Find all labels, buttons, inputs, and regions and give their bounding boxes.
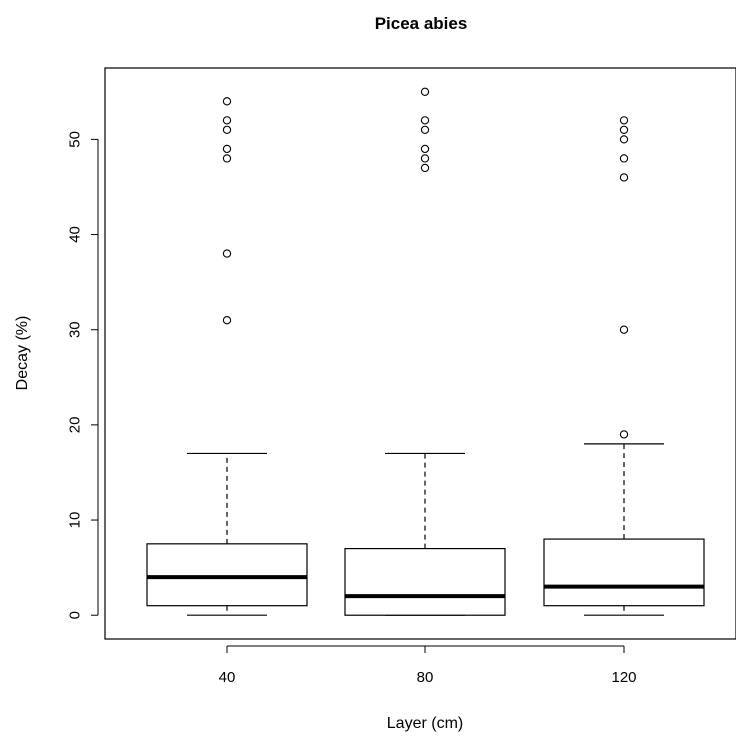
outlier-point bbox=[420, 154, 430, 163]
x-axis-label: Layer (cm) bbox=[387, 715, 463, 732]
x-tick-label: 80 bbox=[417, 669, 434, 686]
iqr-box bbox=[344, 547, 506, 616]
y-tick-label: 0 bbox=[67, 611, 84, 619]
outlier-point bbox=[619, 173, 629, 182]
outlier-point bbox=[619, 154, 629, 163]
y-axis-label: Decay (%) bbox=[14, 316, 31, 391]
x-tick-label: 40 bbox=[219, 669, 236, 686]
y-axis: 0 10 20 30 40 50 bbox=[67, 131, 99, 619]
outlier-point bbox=[222, 316, 232, 325]
y-tick-label: 40 bbox=[67, 226, 84, 243]
outlier-point bbox=[619, 325, 629, 334]
outlier-point bbox=[420, 87, 430, 96]
box-120 bbox=[543, 116, 705, 616]
box-40 bbox=[146, 97, 308, 616]
x-axis: 40 80 120 bbox=[219, 645, 637, 686]
iqr-box bbox=[543, 538, 705, 607]
outlier-point bbox=[619, 430, 629, 439]
outlier-point bbox=[420, 125, 430, 135]
outlier-point bbox=[222, 154, 232, 163]
y-tick-label: 30 bbox=[67, 321, 84, 338]
chart-title: Picea abies bbox=[375, 14, 468, 33]
y-tick-label: 20 bbox=[67, 417, 84, 434]
outlier-point bbox=[619, 125, 629, 135]
iqr-box bbox=[146, 543, 308, 607]
outlier-point bbox=[222, 249, 232, 258]
outlier-point bbox=[420, 116, 430, 125]
outlier-point bbox=[222, 125, 232, 135]
box-80 bbox=[344, 87, 506, 616]
outlier-point bbox=[222, 97, 232, 106]
outlier-point bbox=[619, 116, 629, 125]
outlier-point bbox=[420, 144, 430, 154]
x-tick-label: 120 bbox=[611, 669, 636, 686]
y-tick-label: 50 bbox=[67, 131, 84, 148]
outlier-point bbox=[420, 163, 430, 173]
outlier-point bbox=[619, 135, 629, 144]
y-tick-label: 10 bbox=[67, 512, 84, 529]
outlier-point bbox=[222, 116, 232, 125]
outlier-point bbox=[222, 144, 232, 154]
box-group bbox=[146, 87, 705, 616]
plot-frame bbox=[104, 67, 736, 640]
